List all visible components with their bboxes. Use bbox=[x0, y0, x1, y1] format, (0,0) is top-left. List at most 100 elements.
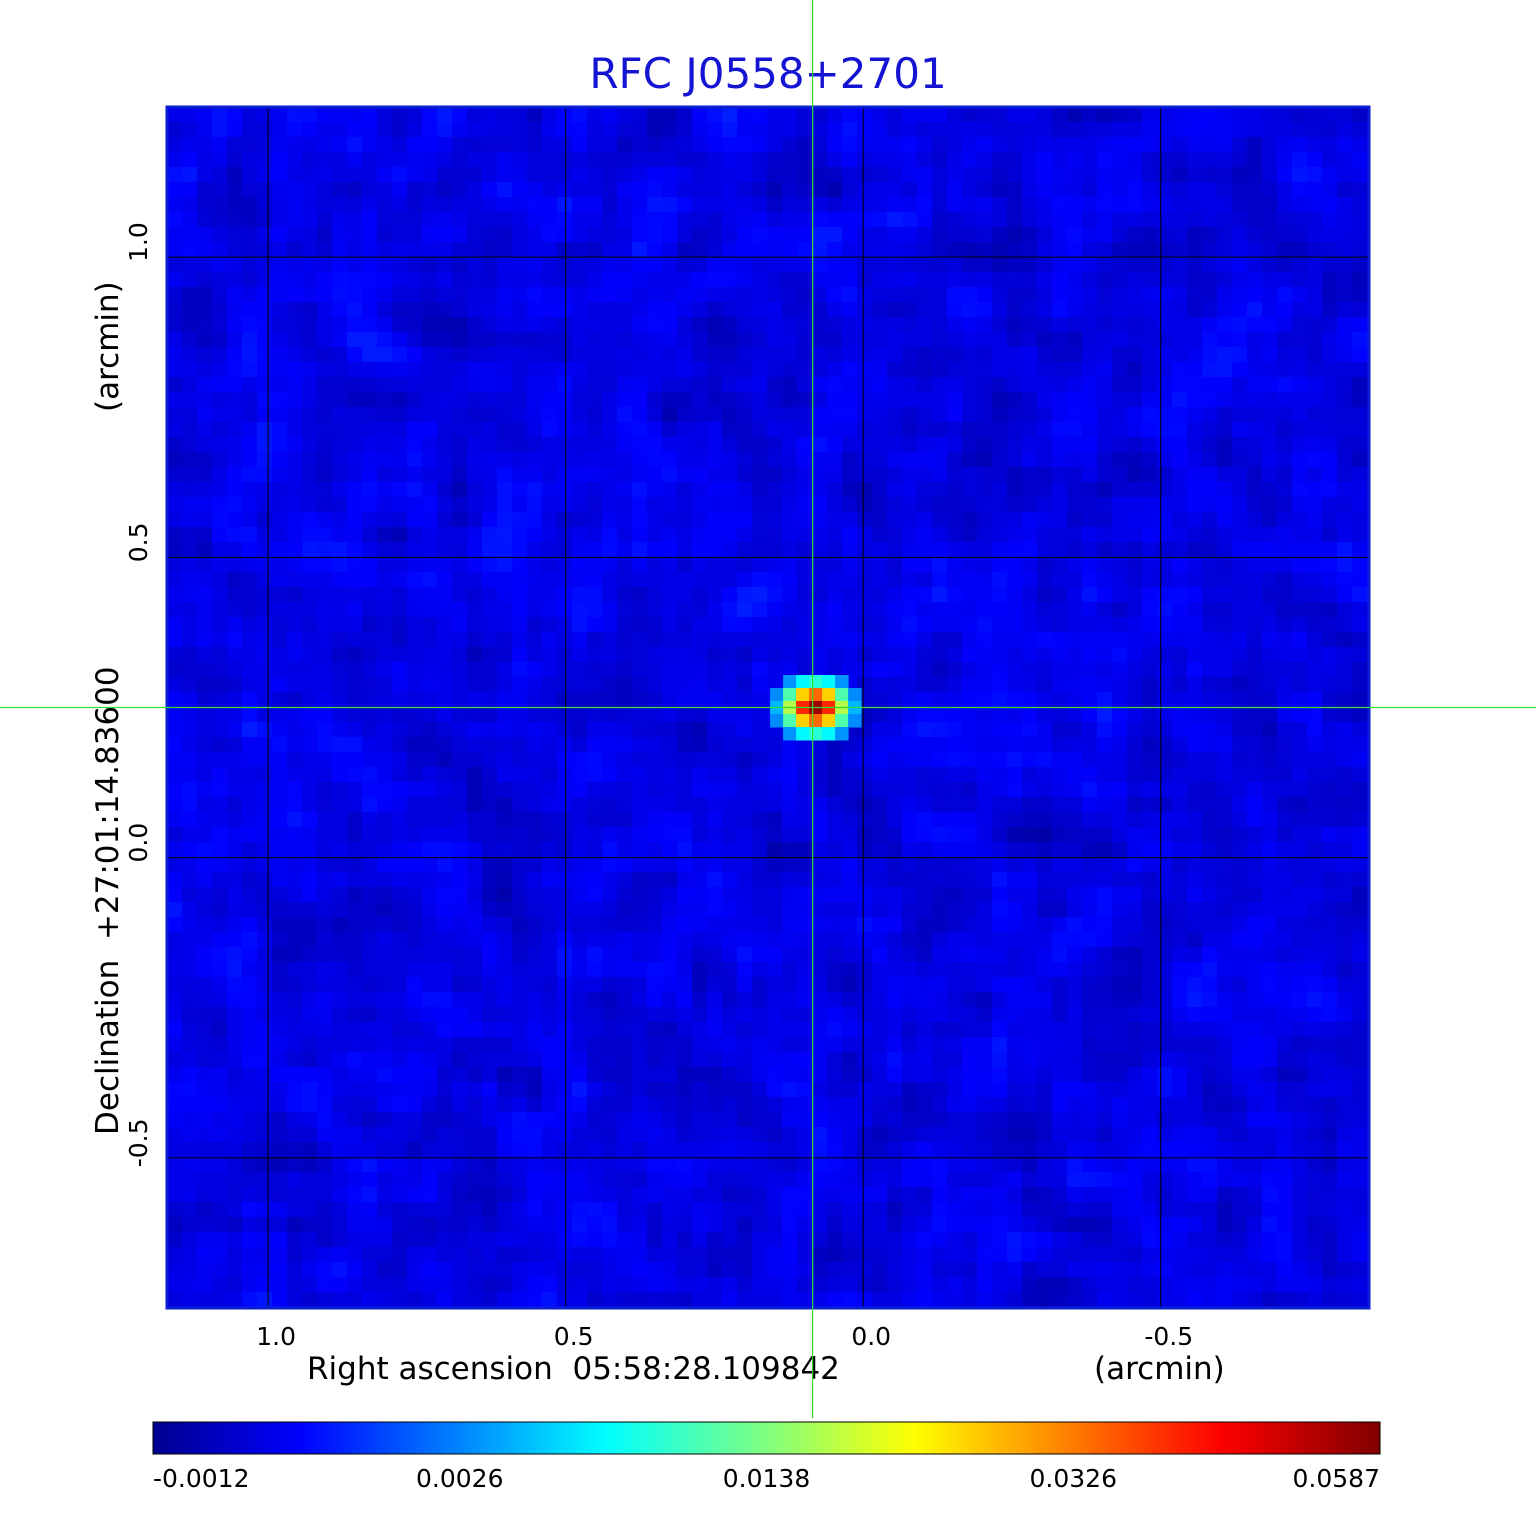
noise-pixel bbox=[1127, 872, 1143, 888]
noise-pixel bbox=[662, 842, 678, 858]
noise-pixel bbox=[1292, 917, 1308, 933]
noise-pixel bbox=[1337, 422, 1353, 438]
noise-pixel bbox=[1322, 317, 1338, 333]
noise-pixel bbox=[1202, 572, 1218, 588]
noise-pixel bbox=[812, 887, 828, 903]
noise-pixel bbox=[1232, 962, 1248, 978]
noise-pixel bbox=[887, 887, 903, 903]
noise-pixel bbox=[992, 107, 1008, 123]
noise-pixel bbox=[527, 617, 543, 633]
noise-pixel bbox=[1292, 677, 1308, 693]
noise-pixel bbox=[572, 1007, 588, 1023]
noise-pixel bbox=[437, 182, 453, 198]
noise-pixel bbox=[827, 182, 843, 198]
noise-pixel bbox=[737, 287, 753, 303]
noise-pixel bbox=[1232, 1007, 1248, 1023]
noise-pixel bbox=[782, 962, 798, 978]
noise-pixel bbox=[272, 632, 288, 648]
noise-pixel bbox=[422, 782, 438, 798]
noise-pixel bbox=[617, 407, 633, 423]
noise-pixel bbox=[1172, 242, 1188, 258]
noise-pixel bbox=[887, 317, 903, 333]
noise-pixel bbox=[1157, 872, 1173, 888]
noise-pixel bbox=[992, 707, 1008, 723]
noise-pixel bbox=[977, 662, 993, 678]
noise-pixel bbox=[1307, 107, 1323, 123]
noise-pixel bbox=[887, 452, 903, 468]
noise-pixel bbox=[272, 317, 288, 333]
noise-pixel bbox=[782, 737, 798, 753]
noise-pixel bbox=[707, 782, 723, 798]
noise-pixel bbox=[1097, 707, 1113, 723]
noise-pixel bbox=[1067, 452, 1083, 468]
noise-pixel bbox=[1022, 512, 1038, 528]
noise-pixel bbox=[1172, 212, 1188, 228]
noise-pixel bbox=[392, 542, 408, 558]
noise-pixel bbox=[497, 602, 513, 618]
noise-pixel bbox=[602, 122, 618, 138]
noise-pixel bbox=[1322, 122, 1338, 138]
noise-pixel bbox=[272, 152, 288, 168]
noise-pixel bbox=[872, 737, 888, 753]
noise-pixel bbox=[902, 647, 918, 663]
noise-pixel bbox=[1202, 302, 1218, 318]
noise-pixel bbox=[872, 857, 888, 873]
noise-pixel bbox=[947, 392, 963, 408]
noise-pixel bbox=[977, 347, 993, 363]
noise-pixel bbox=[1037, 437, 1053, 453]
noise-pixel bbox=[332, 227, 348, 243]
noise-pixel bbox=[1247, 932, 1263, 948]
noise-pixel bbox=[662, 497, 678, 513]
noise-pixel bbox=[677, 857, 693, 873]
noise-pixel bbox=[752, 212, 768, 228]
noise-pixel bbox=[887, 167, 903, 183]
noise-pixel bbox=[212, 872, 228, 888]
noise-pixel bbox=[377, 332, 393, 348]
noise-pixel bbox=[1232, 677, 1248, 693]
noise-pixel bbox=[467, 452, 483, 468]
noise-pixel bbox=[992, 452, 1008, 468]
noise-pixel bbox=[782, 272, 798, 288]
noise-pixel bbox=[512, 137, 528, 153]
noise-pixel bbox=[812, 257, 828, 273]
noise-pixel bbox=[197, 662, 213, 678]
noise-pixel bbox=[497, 977, 513, 993]
noise-pixel bbox=[632, 932, 648, 948]
noise-pixel bbox=[1277, 407, 1293, 423]
noise-pixel bbox=[512, 392, 528, 408]
noise-pixel bbox=[887, 572, 903, 588]
noise-pixel bbox=[1232, 782, 1248, 798]
noise-pixel bbox=[1292, 527, 1308, 543]
noise-pixel bbox=[1142, 497, 1158, 513]
noise-pixel bbox=[377, 467, 393, 483]
noise-pixel bbox=[692, 377, 708, 393]
noise-pixel bbox=[707, 377, 723, 393]
noise-pixel bbox=[932, 632, 948, 648]
noise-pixel bbox=[767, 497, 783, 513]
noise-pixel bbox=[782, 422, 798, 438]
noise-pixel bbox=[257, 587, 273, 603]
noise-pixel bbox=[962, 542, 978, 558]
noise-pixel bbox=[332, 107, 348, 123]
noise-pixel bbox=[542, 422, 558, 438]
noise-pixel bbox=[302, 677, 318, 693]
noise-pixel bbox=[1172, 167, 1188, 183]
noise-pixel bbox=[587, 737, 603, 753]
noise-pixel bbox=[542, 572, 558, 588]
noise-pixel bbox=[1142, 242, 1158, 258]
noise-pixel bbox=[287, 647, 303, 663]
noise-pixel bbox=[692, 617, 708, 633]
noise-pixel bbox=[542, 947, 558, 963]
noise-pixel bbox=[1007, 512, 1023, 528]
noise-pixel bbox=[407, 497, 423, 513]
noise-pixel bbox=[617, 392, 633, 408]
noise-pixel bbox=[272, 227, 288, 243]
noise-pixel bbox=[1157, 542, 1173, 558]
noise-pixel bbox=[722, 992, 738, 1008]
noise-pixel bbox=[227, 452, 243, 468]
noise-pixel bbox=[1277, 302, 1293, 318]
noise-pixel bbox=[842, 827, 858, 843]
noise-pixel bbox=[587, 812, 603, 828]
noise-pixel bbox=[392, 272, 408, 288]
noise-pixel bbox=[272, 422, 288, 438]
